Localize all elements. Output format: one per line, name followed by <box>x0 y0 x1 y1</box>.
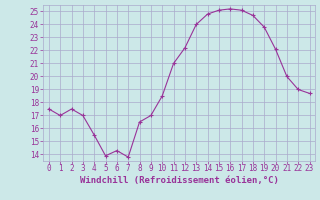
X-axis label: Windchill (Refroidissement éolien,°C): Windchill (Refroidissement éolien,°C) <box>80 176 279 185</box>
